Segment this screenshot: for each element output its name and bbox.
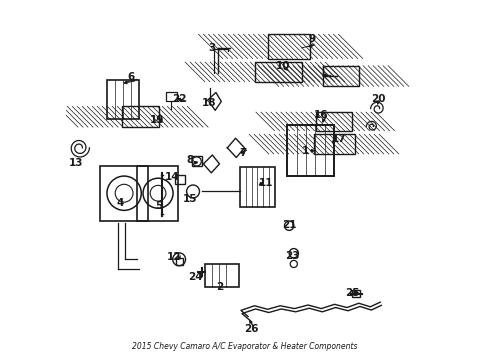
Text: 15: 15 (183, 194, 197, 203)
Text: 9: 9 (307, 33, 315, 44)
Text: 14: 14 (164, 172, 179, 182)
Text: 18: 18 (201, 98, 216, 108)
Bar (323, 66, 358, 86)
Text: 23: 23 (285, 251, 299, 261)
Text: 19: 19 (149, 115, 164, 125)
Text: 6: 6 (127, 72, 135, 82)
Text: 8: 8 (186, 156, 193, 165)
Bar (255, 62, 301, 82)
Bar (165, 93, 176, 102)
Bar (191, 157, 201, 166)
Bar (268, 34, 309, 59)
Bar (122, 107, 159, 127)
Text: 16: 16 (313, 110, 327, 120)
Text: 21: 21 (282, 220, 296, 230)
Text: 7: 7 (239, 148, 246, 158)
Text: 17: 17 (331, 134, 346, 144)
Text: 25: 25 (345, 288, 359, 298)
Bar (313, 134, 354, 154)
Text: 12: 12 (166, 252, 181, 262)
Text: 2: 2 (215, 282, 223, 292)
Text: 1: 1 (301, 147, 308, 157)
Bar (175, 258, 183, 265)
Text: 26: 26 (244, 324, 258, 334)
Bar (315, 112, 351, 131)
Text: 20: 20 (371, 94, 386, 104)
Bar (205, 264, 239, 287)
Text: 2015 Chevy Camaro A/C Evaporator & Heater Components: 2015 Chevy Camaro A/C Evaporator & Heate… (131, 342, 357, 351)
Bar (351, 290, 359, 297)
Text: 22: 22 (172, 94, 187, 104)
Text: 13: 13 (68, 158, 83, 168)
Text: 11: 11 (258, 178, 273, 188)
Bar (175, 175, 184, 184)
Text: 4: 4 (116, 198, 123, 208)
Text: 24: 24 (188, 272, 203, 282)
Text: 5: 5 (155, 201, 162, 211)
Text: 10: 10 (275, 61, 290, 71)
Bar (240, 167, 274, 207)
Text: 3: 3 (208, 43, 216, 53)
